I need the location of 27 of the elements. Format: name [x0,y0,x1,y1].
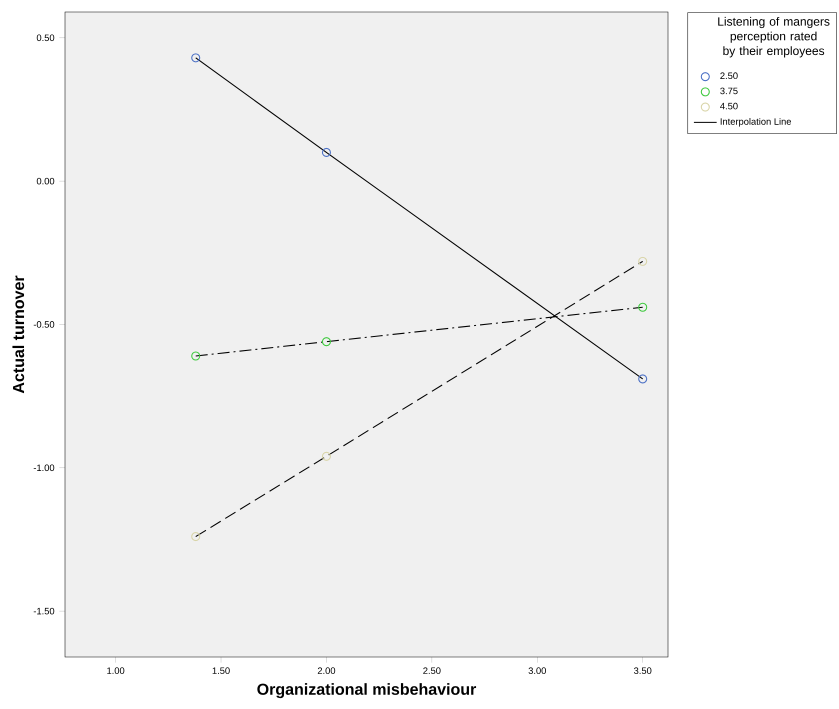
point [322,337,331,346]
legend-label: 4.50 [720,102,738,110]
x-tick-label: 2.50 [423,667,441,674]
point [191,53,200,62]
x-tick-label: 1.00 [107,667,124,674]
text: Interpolation Line [720,118,792,127]
x-axis-title: Organizational misbehaviour [257,683,476,698]
y-tick-label: 0.00 [36,178,54,184]
point [638,374,648,384]
x-tick-label: 2.00 [318,667,336,674]
legend-label: 3.75 [720,88,738,94]
x-tick-label: 1.50 [212,667,230,674]
legend-title: Listening of mangers perception rated by their employees [718,16,830,58]
y-tick-label: -1.00 [34,464,54,472]
x-tick-label: 3.50 [634,667,652,674]
y-tick-label: -1.50 [34,608,54,614]
legend-label: 2.50 [720,72,738,80]
point [638,302,648,312]
x-tick-label: 3.00 [528,667,546,674]
y-axis-title: Actual turnover [12,276,24,394]
point [191,351,200,361]
point [638,256,648,266]
point [322,452,331,461]
y-tick-label: 0.50 [36,34,54,42]
point [191,532,200,542]
y-tick-label: -0.50 [34,321,54,328]
point [322,148,331,157]
